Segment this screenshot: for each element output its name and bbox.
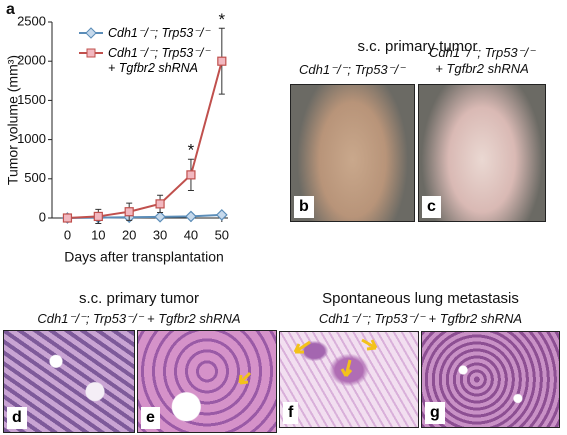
series-line (67, 60, 223, 219)
panel-title: s.c. primary tumor (78, 290, 199, 307)
marker (155, 199, 165, 209)
y-tick-label: 0 (39, 209, 46, 224)
photo: g (421, 331, 560, 428)
y-tick-label: 500 (24, 170, 46, 185)
chart: a Tumor volume (mm³) Days after transpla… (5, 1, 229, 265)
legend-swatch (79, 48, 103, 58)
x-tick-label: 20 (122, 227, 136, 242)
marker (217, 56, 227, 66)
photo: f (279, 331, 419, 428)
panel-letter: f (283, 402, 299, 424)
y-axis-label: Tumor volume (mm³) (5, 55, 21, 185)
legend-entry: Cdh1⁻/⁻; Trp53⁻/⁻ (78, 26, 210, 41)
panel-letter: c (422, 196, 441, 218)
panel-label: a (6, 1, 15, 18)
x-tick-label: 30 (153, 227, 167, 242)
panel-letter: g (425, 402, 445, 424)
marker (93, 211, 103, 222)
legend-marker (86, 48, 96, 58)
y-tick-label: 1500 (17, 92, 46, 107)
legend-marker (85, 27, 97, 39)
photo: d (3, 330, 135, 433)
x-tick-label: 40 (184, 227, 198, 242)
panel-subtitle: Cdh1⁻/⁻; Trp53⁻/⁻ + Tgfbr2 shRNA (318, 311, 523, 326)
photo: b (290, 84, 415, 222)
photo: c (418, 84, 546, 222)
marker (124, 207, 134, 217)
panel-title: Spontaneous lung metastasis (322, 290, 519, 307)
x-tick-label: 50 (215, 227, 229, 242)
panel-letter: e (141, 407, 160, 429)
y-tick-label: 1000 (17, 131, 46, 146)
legend-label: Cdh1⁻/⁻; Trp53⁻/⁻ (108, 26, 210, 40)
x-axis-label: Days after transplantation (64, 249, 224, 265)
marker (154, 210, 166, 223)
significance: * (219, 10, 226, 29)
x-tick-label: 0 (64, 227, 71, 242)
y-tick-label: 2000 (17, 53, 46, 68)
significance: * (188, 141, 195, 160)
panel-title: s.c. primary tumor (357, 38, 478, 55)
legend-entry: Cdh1⁻/⁻; Trp53⁻/⁻ + Tgfbr2 shRNA (78, 46, 210, 76)
marker (185, 210, 197, 223)
column-label: Cdh1⁻/⁻; Trp53⁻/⁻ (299, 62, 405, 77)
legend-label: Cdh1⁻/⁻; Trp53⁻/⁻ + Tgfbr2 shRNA (108, 46, 210, 75)
marker (215, 209, 228, 221)
panel-subtitle: Cdh1⁻/⁻; Trp53⁻/⁻ + Tgfbr2 shRNA (37, 311, 241, 326)
marker (186, 170, 196, 180)
y-tick-label: 2500 (17, 13, 46, 28)
arrows (293, 338, 378, 377)
panel-letter: b (294, 196, 314, 218)
arrow (238, 371, 252, 385)
legend: Cdh1⁻/⁻; Trp53⁻/⁻ Cdh1⁻/⁻; Trp53⁻/⁻ + Tgf… (78, 26, 210, 81)
marker (62, 213, 73, 223)
photo: e (137, 330, 277, 433)
panel-letter: d (7, 407, 27, 429)
legend-swatch (79, 27, 103, 39)
x-tick-label: 10 (91, 227, 105, 242)
column-label: Cdh1⁻/⁻; Trp53⁻/⁻ + Tgfbr2 shRNA (429, 45, 535, 76)
